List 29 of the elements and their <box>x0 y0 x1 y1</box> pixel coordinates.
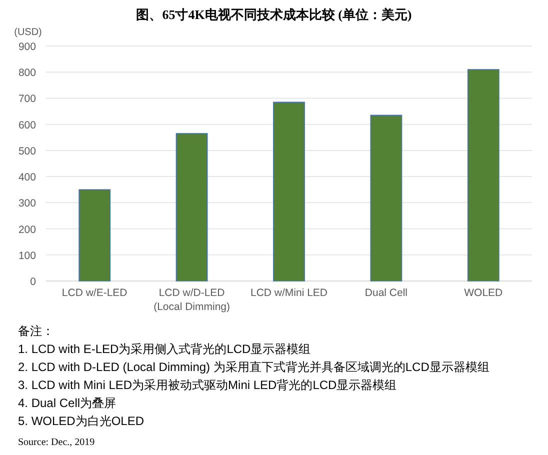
y-tick-label: 900 <box>18 41 36 53</box>
bar <box>467 69 500 282</box>
x-tick-label: LCD w/E-LED <box>62 287 128 299</box>
bar <box>176 133 208 282</box>
y-tick-label: 200 <box>18 224 36 236</box>
y-tick-label: 400 <box>18 172 36 184</box>
text: 2. LCD with D-LED (Local Dimming) 为采用直下式背光并具备区域调光的LCD显示器模组 <box>18 360 490 374</box>
y-tick-label: 0 <box>30 276 36 288</box>
text: 3. LCD with Mini LED为采用被动式驱动Mini LED背光的LCD显示器模组 <box>18 378 397 392</box>
chart-title: 图、65寸4K电视不同技术成本比较 (单位：美元) <box>136 7 412 22</box>
y-tick-label: 800 <box>18 67 36 80</box>
y-tick-label: 600 <box>18 119 36 132</box>
text: 5. WOLED为白光OLED <box>18 414 144 428</box>
text: 4. Dual Cell为叠屏 <box>18 396 116 410</box>
bar <box>78 189 111 282</box>
y-tick-label: 100 <box>18 250 36 262</box>
x-tick-label: WOLED <box>464 287 504 299</box>
x-tick-label: Dual Cell <box>364 287 408 299</box>
y-tick-label: 700 <box>18 93 36 106</box>
x-tick-label: LCD w/D-LED (Local Dimming) <box>154 287 230 313</box>
y-tick-label: 500 <box>18 145 36 158</box>
y-axis-title: (USD) <box>14 27 42 38</box>
y-tick-label: 300 <box>18 198 36 210</box>
bar <box>370 114 402 282</box>
x-tick-label: LCD w/Mini LED <box>250 287 328 299</box>
source-note: Source: Dec., 2019 <box>18 437 95 448</box>
text: 1. LCD with E-LED为采用侧入式背光的LCD显示器模组 <box>18 342 311 356</box>
text: 备注： <box>18 324 54 338</box>
bar <box>273 102 305 282</box>
